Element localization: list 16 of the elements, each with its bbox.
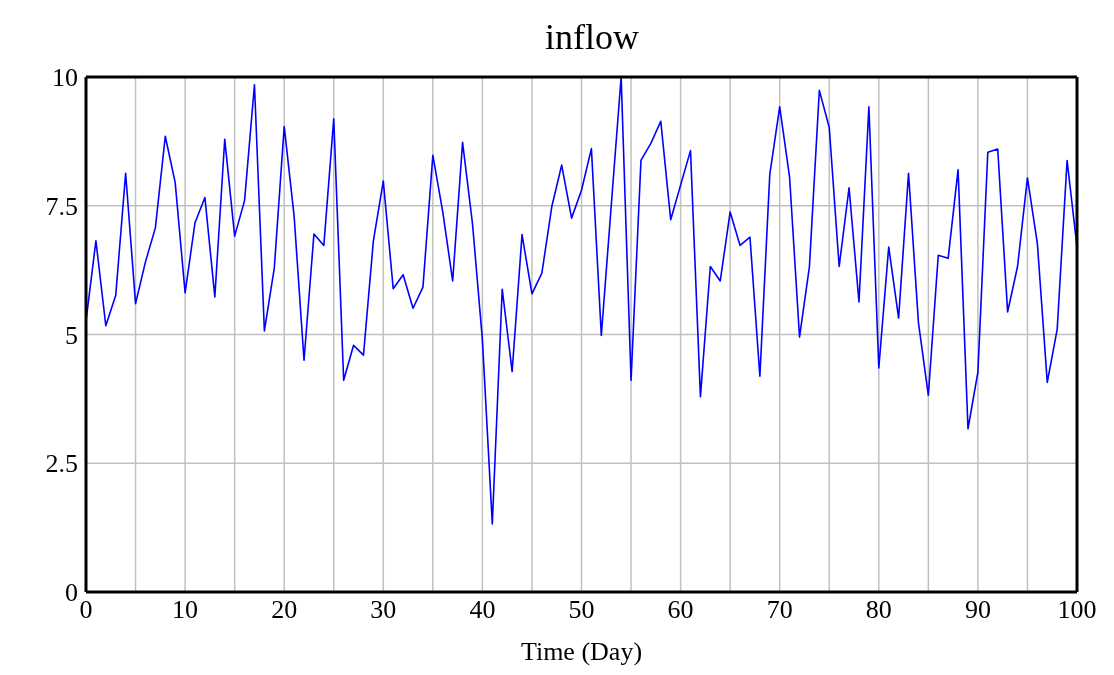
x-tick-label: 60 [667, 595, 694, 625]
x-tick-label: 50 [568, 595, 595, 625]
x-tick-label: 30 [370, 595, 397, 625]
x-tick-label: 80 [865, 595, 892, 625]
x-tick-label: 100 [1057, 595, 1097, 625]
chart-title: inflow [545, 17, 639, 57]
x-tick-label: 40 [469, 595, 496, 625]
x-tick-label: 90 [964, 595, 991, 625]
y-tick-label: 2.5 [45, 449, 78, 479]
y-tick-label: 7.5 [45, 191, 78, 221]
y-tick-label: 5 [65, 320, 78, 350]
x-tick-label: 10 [172, 595, 199, 625]
x-tick-label: 70 [766, 595, 793, 625]
x-axis-title: Time (Day) [520, 637, 643, 666]
y-tick-label: 10 [52, 63, 78, 93]
x-tick-label: 20 [271, 595, 298, 625]
